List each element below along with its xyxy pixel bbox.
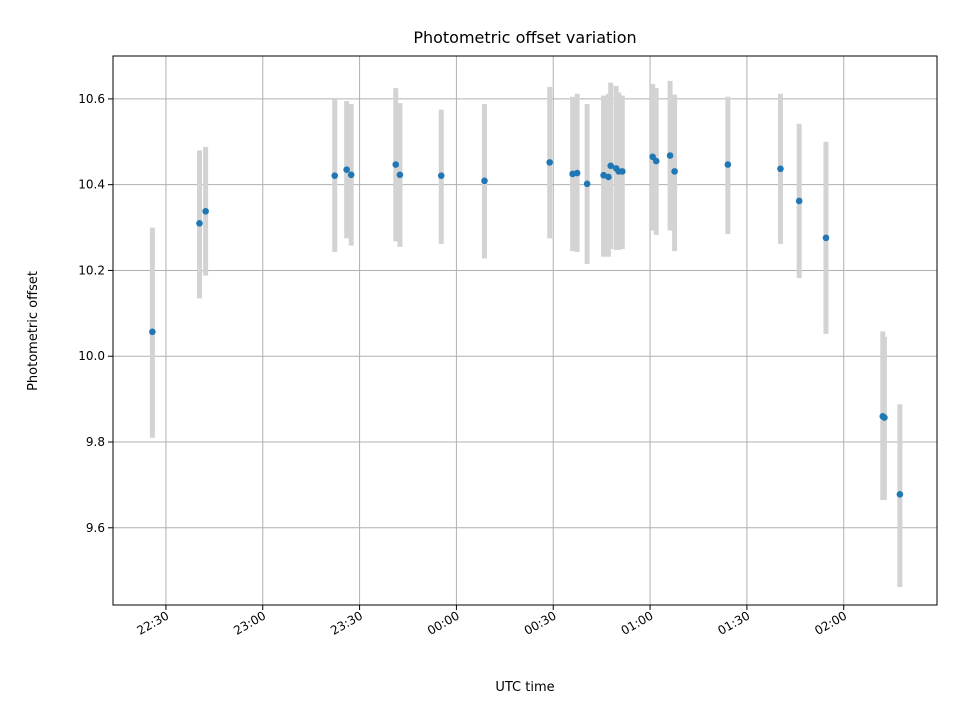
data-point — [881, 414, 888, 421]
data-point — [605, 173, 612, 181]
data-point — [896, 491, 904, 498]
data-point — [149, 328, 156, 336]
data-point — [777, 165, 784, 173]
data-point — [392, 161, 400, 168]
plot-frame — [112, 55, 938, 606]
y-tick-label: 9.8 — [86, 435, 105, 449]
y-tick-label: 10.4 — [78, 178, 105, 192]
data-point — [437, 172, 445, 179]
data-point — [396, 171, 404, 179]
y-axis-ticks: 9.6 9.8 10.0 10.2 10.4 10.6 — [78, 92, 113, 535]
y-tick-label: 10.6 — [78, 92, 105, 106]
y-tick-label: 9.6 — [86, 521, 105, 535]
data-point — [546, 159, 553, 166]
data-point — [347, 171, 355, 179]
data-points — [149, 152, 904, 498]
y-tick-label: 10.0 — [78, 349, 105, 363]
data-point — [202, 207, 209, 215]
data-point — [795, 197, 803, 205]
chart-title: Photometric offset variation — [413, 28, 636, 47]
data-point — [822, 234, 830, 242]
data-point — [583, 180, 591, 188]
data-point — [652, 157, 660, 165]
data-point — [619, 168, 626, 175]
data-point — [671, 168, 678, 175]
data-point — [196, 219, 203, 227]
data-point — [724, 161, 732, 168]
x-axis-label: UTC time — [495, 680, 554, 695]
data-point — [607, 162, 614, 170]
data-point — [331, 172, 339, 179]
data-point — [481, 177, 488, 185]
y-axis-label: Photometric offset — [26, 271, 41, 391]
data-point — [666, 152, 674, 159]
data-point — [343, 166, 350, 173]
data-point — [573, 169, 581, 177]
y-tick-label: 10.2 — [78, 263, 105, 277]
